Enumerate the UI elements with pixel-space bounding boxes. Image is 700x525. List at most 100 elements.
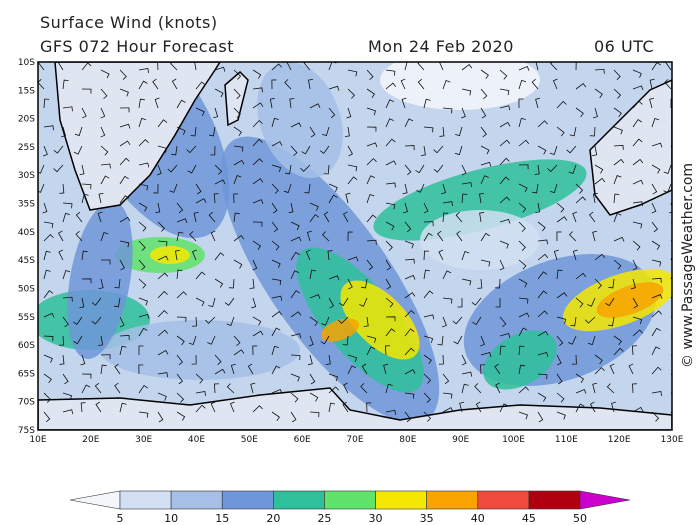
wind-barb [321, 231, 330, 242]
wind-barb [167, 164, 178, 173]
lat-label: 15S [18, 86, 35, 96]
wind-barb [43, 335, 54, 342]
wind-barb [628, 363, 634, 375]
wind-barb [119, 402, 127, 413]
wind-barb [214, 368, 226, 375]
wind-barb [461, 164, 467, 176]
wind-barb [252, 158, 263, 166]
wind-barb [594, 278, 602, 289]
wind-barb [81, 384, 91, 394]
wind-barb [499, 403, 509, 413]
wind-barb [594, 253, 606, 261]
wind-barb [61, 126, 66, 138]
wind-barb [518, 98, 524, 109]
wind-barb [518, 164, 529, 170]
wind-barb [566, 145, 577, 154]
wind-barb [632, 138, 643, 147]
wind-barb [518, 364, 526, 375]
wind-barb [385, 240, 393, 251]
wind-barb [613, 144, 624, 150]
speed-area [340, 280, 420, 360]
wind-barb [171, 78, 178, 90]
lon-label: 10E [29, 435, 46, 445]
wind-barb [475, 401, 482, 413]
wind-barb [62, 212, 70, 223]
wind-barb [461, 383, 469, 394]
wind-barb [423, 269, 430, 280]
wind-barb [233, 69, 242, 80]
wind-barb [537, 120, 548, 128]
wind-barb [404, 328, 415, 337]
speed-area [420, 210, 540, 270]
wind-barb [361, 363, 368, 375]
wind-barb [494, 363, 501, 375]
wind-barb [190, 126, 197, 137]
wind-barb [210, 401, 216, 413]
wind-barb [461, 371, 473, 377]
speed-area [257, 62, 343, 179]
wind-barb [438, 354, 444, 365]
colorbar-segment [273, 490, 325, 510]
wind-barb [233, 212, 240, 223]
wind-barb [283, 183, 292, 194]
wind-barb [328, 402, 336, 413]
lat-label: 20S [18, 115, 35, 125]
wind-barb [138, 313, 150, 319]
wind-barb [176, 316, 187, 322]
wind-barb [252, 330, 264, 337]
wind-barb [73, 335, 83, 345]
wind-barb [423, 250, 430, 261]
lon-label: 60E [294, 435, 311, 445]
wind-barb [651, 117, 660, 128]
wind-barb [195, 198, 207, 204]
wind-barb [195, 297, 205, 307]
wind-barb [252, 405, 263, 413]
wind-barb [550, 62, 558, 71]
wind-barb [461, 88, 472, 96]
wind-barb [569, 126, 577, 137]
wind-barb [518, 65, 530, 71]
wind-barb [309, 316, 318, 327]
wind-barb [404, 292, 416, 299]
wind-barb [157, 310, 168, 318]
wind-barb [119, 69, 127, 80]
wind-barb [138, 183, 149, 191]
wind-barb [651, 202, 657, 214]
wind-barb [651, 327, 661, 337]
wind-barb [208, 297, 216, 308]
antarctica [38, 387, 672, 430]
wind-barb [80, 354, 86, 366]
wind-barb [290, 270, 299, 280]
speed-area [596, 282, 664, 318]
wind-barb [347, 69, 358, 77]
wind-barb [499, 176, 510, 185]
wind-barb [214, 278, 224, 288]
wind-barb [556, 126, 565, 137]
wind-barb [423, 232, 433, 242]
colorbar-segment [221, 490, 274, 510]
lon-label: 100E [502, 435, 525, 445]
wind-barb [442, 201, 453, 207]
colorbar-label: 40 [471, 512, 485, 525]
wind-barb [58, 249, 64, 261]
wind-barb [613, 107, 622, 118]
wind-barb [233, 145, 244, 152]
wind-barb [366, 239, 377, 245]
wind-barb [572, 249, 578, 261]
wind-barb [233, 107, 241, 118]
wind-barb [587, 297, 596, 307]
colorbar-label: 5 [117, 512, 124, 525]
wind-barb [632, 179, 644, 185]
colorbar-segment [528, 490, 581, 510]
wind-barb [249, 278, 255, 289]
wind-barb [632, 297, 639, 309]
wind-barb [100, 175, 110, 185]
wind-barb [176, 202, 184, 214]
wind-barb [138, 68, 150, 73]
wind-barb [269, 97, 275, 109]
wind-barb [154, 97, 160, 109]
wind-barb [328, 386, 339, 394]
wind-barb [575, 107, 584, 118]
lat-label: 40S [18, 228, 35, 238]
wind-barb [95, 401, 102, 413]
